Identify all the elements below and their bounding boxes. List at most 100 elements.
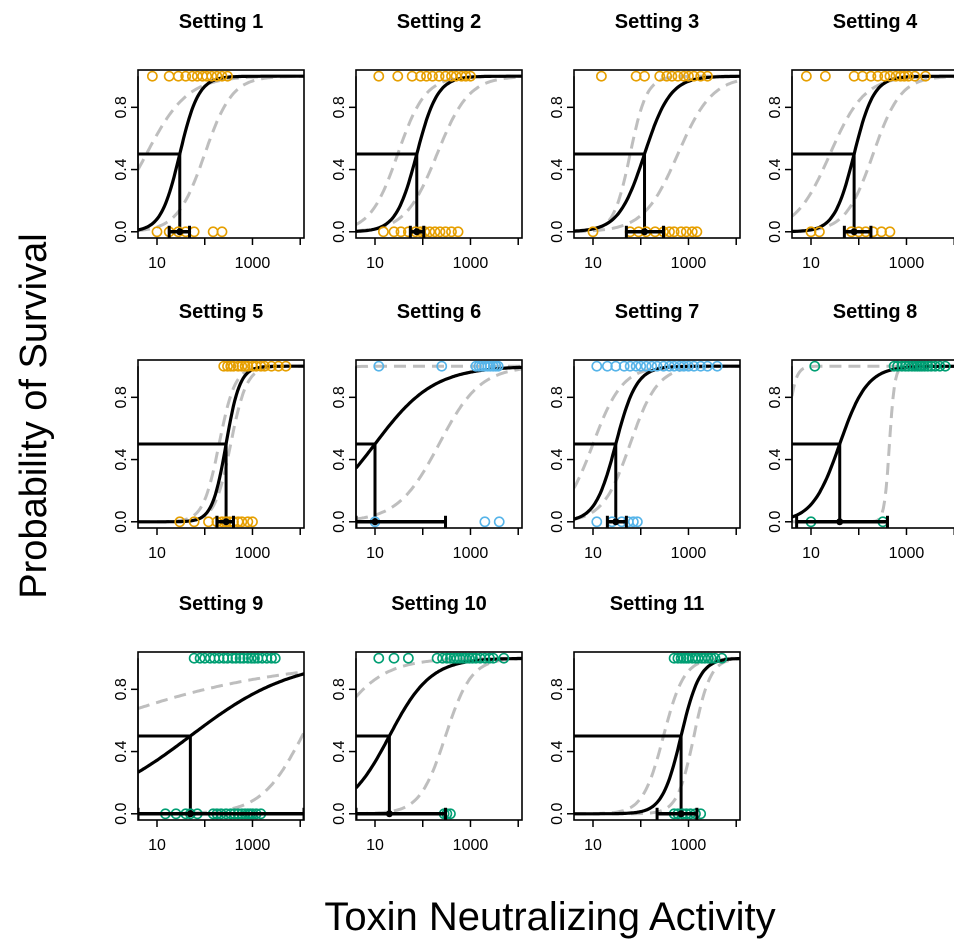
fitted-curve	[138, 672, 304, 774]
survived-point	[194, 652, 206, 664]
died-point	[493, 516, 505, 528]
survived-point	[929, 360, 941, 372]
ci-lower-curve	[138, 74, 304, 232]
survived-point	[865, 70, 877, 82]
x-tick-label: 10	[148, 255, 166, 272]
x-tick-label: 1000	[235, 545, 271, 562]
survived-point	[895, 70, 906, 82]
survived-point	[201, 70, 213, 82]
ld50-estimate-point	[222, 518, 230, 526]
x-tick-label: 10	[366, 837, 384, 854]
survived-point	[692, 652, 704, 664]
survived-point	[238, 652, 249, 664]
died-point	[395, 226, 407, 238]
survived-point	[702, 70, 713, 82]
x-tick-label: 10	[366, 255, 384, 272]
panel-plot-area	[138, 360, 304, 528]
ci-lower-curve	[138, 731, 304, 816]
y-tick-label: 0.0	[113, 803, 130, 825]
survived-point	[635, 360, 647, 372]
panel-plot-area	[356, 652, 522, 820]
survived-point	[683, 70, 694, 82]
x-tick-label: 1000	[453, 545, 489, 562]
fitted-curve	[356, 365, 522, 470]
panel-3: Setting 3 0.0 0.4 0.8 10 1000	[549, 11, 741, 272]
died-point	[627, 516, 639, 528]
ld50-estimate-point	[413, 228, 421, 236]
survived-point	[903, 70, 914, 82]
survived-point	[892, 360, 903, 372]
survived-point	[484, 360, 496, 372]
died-point	[446, 226, 457, 238]
x-tick-label: 1000	[889, 545, 925, 562]
panel-6: Setting 6 0.0 0.4 0.8 10 1000	[331, 301, 523, 562]
survived-point	[591, 360, 603, 372]
died-point	[668, 226, 680, 238]
y-tick-label: 0.0	[113, 511, 130, 533]
panel-plot-area	[138, 70, 304, 238]
survived-point	[640, 360, 652, 372]
survived-point	[446, 70, 457, 82]
survived-point	[436, 360, 448, 372]
died-point	[188, 516, 200, 528]
y-tick-label: 0.4	[549, 158, 566, 180]
survived-point	[433, 70, 445, 82]
y-tick-label: 0.0	[331, 803, 348, 825]
x-tick-label: 10	[584, 837, 602, 854]
ci-upper-curve	[138, 74, 304, 171]
ld50-estimate-point	[612, 518, 620, 526]
y-tick-label: 0.0	[549, 511, 566, 533]
died-point	[207, 226, 219, 238]
x-tick-label: 1000	[235, 255, 271, 272]
died-point	[591, 516, 603, 528]
died-point	[236, 516, 248, 528]
ci-upper-curve	[356, 74, 522, 226]
survived-point	[421, 70, 432, 82]
survived-point	[280, 360, 292, 372]
y-tick-label: 0.0	[549, 221, 566, 243]
survived-point	[498, 652, 510, 664]
x-tick-label: 1000	[671, 255, 707, 272]
y-tick-label: 0.4	[767, 448, 784, 470]
survived-point	[800, 70, 812, 82]
y-tick-label: 0.8	[331, 96, 348, 118]
y-tick-label: 0.4	[113, 158, 130, 180]
ci-lower-curve	[574, 78, 740, 233]
survived-point	[227, 652, 238, 664]
panel-title: Setting 5	[179, 301, 263, 323]
y-tick-label: 0.4	[331, 158, 348, 180]
fitted-curve	[574, 656, 740, 816]
survived-point	[909, 70, 921, 82]
panel-plot-area	[792, 70, 954, 238]
survived-point	[415, 70, 426, 82]
survived-point	[392, 70, 404, 82]
ld50-estimate-point	[371, 518, 379, 526]
ld50-estimate-point	[641, 228, 649, 236]
x-tick-label: 10	[584, 255, 602, 272]
x-tick-label: 1000	[235, 837, 271, 854]
panel-7: Setting 7 0.0 0.4 0.8 10 1000	[549, 301, 741, 562]
panel-9: Setting 9 0.0 0.4 0.8 10 1000	[113, 593, 305, 854]
survived-point	[234, 652, 246, 664]
survived-point	[695, 360, 707, 372]
panel-title: Setting 6	[397, 301, 481, 323]
survived-point	[266, 652, 277, 664]
survived-point	[898, 70, 910, 82]
y-tick-label: 0.0	[331, 511, 348, 533]
survived-point	[819, 70, 831, 82]
y-tick-label: 0.8	[549, 386, 566, 408]
ci-lower-curve	[574, 364, 740, 521]
survived-point	[939, 360, 951, 372]
ci-lower-curve	[356, 367, 522, 521]
ci-upper-curve	[138, 670, 304, 710]
ld50-estimate-point	[836, 518, 844, 526]
survived-point	[709, 652, 721, 664]
survived-point	[672, 70, 684, 82]
survived-point	[646, 360, 658, 372]
survived-point	[266, 360, 277, 372]
died-point	[675, 226, 687, 238]
survived-point	[678, 360, 690, 372]
y-tick-label: 0.4	[549, 448, 566, 470]
survived-point	[666, 70, 678, 82]
ld50-estimate-point	[176, 228, 184, 236]
